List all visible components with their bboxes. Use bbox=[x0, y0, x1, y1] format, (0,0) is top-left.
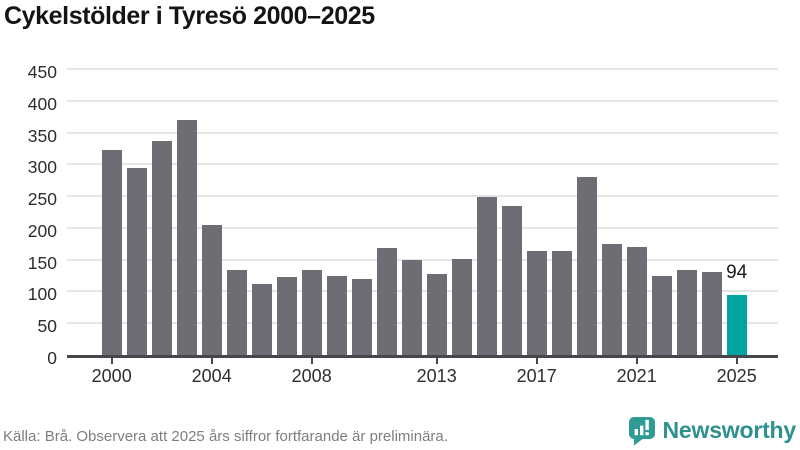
gridline-250 bbox=[67, 195, 778, 198]
y-tick-label-150: 150 bbox=[27, 252, 57, 273]
bar-2012 bbox=[401, 260, 422, 355]
bar-2006 bbox=[251, 283, 272, 355]
bar-2005 bbox=[226, 269, 247, 355]
newsworthy-wordmark: Newsworthy bbox=[662, 417, 797, 443]
x-tick-2021 bbox=[635, 358, 638, 364]
newsworthy-bubble-chart-icon bbox=[627, 415, 657, 446]
x-tick-label-2004: 2004 bbox=[191, 366, 232, 386]
gridline-50 bbox=[67, 322, 778, 325]
bar-2016 bbox=[501, 205, 522, 355]
bar-2014 bbox=[451, 259, 472, 355]
bar-2015 bbox=[476, 196, 497, 355]
bar-2004 bbox=[201, 224, 222, 355]
newsworthy-logo: Newsworthy bbox=[627, 415, 796, 446]
bar-2001 bbox=[126, 168, 147, 355]
gridline-450 bbox=[67, 68, 778, 70]
x-tick-2004 bbox=[210, 358, 213, 364]
y-tick-label-100: 100 bbox=[27, 284, 57, 305]
bar-2003 bbox=[176, 119, 197, 355]
y-tick-label-400: 400 bbox=[27, 93, 57, 114]
bar-2013 bbox=[426, 274, 447, 355]
x-tick-2025 bbox=[735, 358, 738, 364]
x-tick-label-2008: 2008 bbox=[291, 366, 332, 386]
y-tick-label-200: 200 bbox=[27, 220, 57, 241]
y-tick-label-0: 0 bbox=[47, 348, 57, 368]
bar-2024 bbox=[701, 271, 722, 355]
x-tick-label-2013: 2013 bbox=[416, 366, 457, 386]
chart-title: Cykelstölder i Tyresö 2000–2025 bbox=[4, 2, 375, 30]
x-tick-2000 bbox=[110, 358, 113, 364]
x-tick-label-2000: 2000 bbox=[91, 366, 132, 386]
x-tick-2017 bbox=[535, 358, 538, 364]
gridline-200 bbox=[67, 226, 778, 229]
bar-2011 bbox=[376, 247, 397, 355]
bar-2010 bbox=[351, 279, 372, 355]
y-tick-label-250: 250 bbox=[27, 189, 57, 210]
gridline-100 bbox=[67, 290, 778, 293]
bar-2018 bbox=[551, 250, 572, 355]
x-tick-label-2025: 2025 bbox=[716, 366, 757, 386]
gridline-350 bbox=[67, 131, 778, 134]
x-tick-label-2017: 2017 bbox=[516, 366, 557, 386]
y-tick-label-300: 300 bbox=[27, 157, 57, 178]
bar-2025 bbox=[726, 295, 747, 355]
y-tick-label-350: 350 bbox=[27, 125, 57, 146]
gridline-150 bbox=[67, 258, 778, 261]
bar-2017 bbox=[526, 250, 547, 355]
bar-2020 bbox=[601, 243, 622, 355]
bar-2023 bbox=[676, 270, 697, 355]
bar-2008 bbox=[301, 269, 322, 355]
x-tick-2013 bbox=[435, 358, 438, 364]
gridline-400 bbox=[67, 99, 778, 102]
y-tick-label-450: 450 bbox=[27, 62, 57, 82]
bar-2019 bbox=[576, 177, 597, 355]
x-tick-label-2021: 2021 bbox=[616, 366, 657, 386]
y-axis-labels: 0 50 100 150 200 250 300 350 400 450 bbox=[0, 63, 57, 367]
bar-2021 bbox=[626, 246, 647, 355]
value-label-2025: 94 bbox=[726, 262, 748, 284]
bar-2009 bbox=[326, 276, 347, 355]
source-note: Källa: Brå. Observera att 2025 års siffr… bbox=[3, 428, 448, 445]
y-tick-label-50: 50 bbox=[37, 316, 57, 337]
gridline-300 bbox=[67, 163, 778, 166]
plot-area: 94 2000 2004 2008 2013 2017 2021 2025 bbox=[67, 68, 778, 386]
bar-2022 bbox=[651, 276, 672, 355]
bar-2007 bbox=[276, 276, 297, 355]
x-tick-2008 bbox=[310, 358, 313, 364]
bar-2000 bbox=[101, 150, 122, 355]
bar-2002 bbox=[151, 141, 172, 355]
